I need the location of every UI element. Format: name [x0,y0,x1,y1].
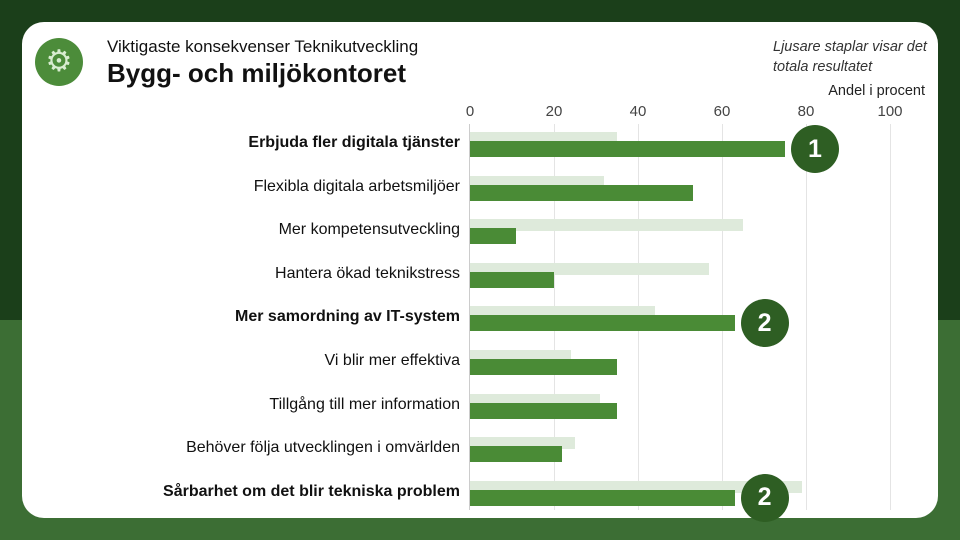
category-label: Tillgång till mer information [269,395,460,413]
x-axis-baseline [469,124,470,510]
x-tick-label: 20 [545,103,563,120]
legend-note: Ljusare staplar visar det totala resulta… [773,39,927,75]
category-label: Hantera ökad teknikstress [275,264,460,282]
gridline [890,124,891,510]
bar-department [470,141,785,157]
category-label: Vi blir mer effektiva [324,352,460,369]
x-tick-label: 60 [713,103,731,120]
bar-department [470,359,617,375]
rank-badge: 2 [740,299,789,348]
x-axis-label: Andel i procent [828,83,925,99]
gear-icon: ⚙ [35,38,83,86]
bar-department [470,315,735,332]
gridline [806,124,807,510]
x-tick-label: 100 [877,103,903,120]
rank-badge: 2 [740,473,789,522]
bar-department [470,228,517,245]
bar-department [470,402,617,419]
category-label: Behöver följa utvecklingen i omvärlden [186,439,460,457]
category-label: Sårbarhet om det blir tekniska problem [163,482,460,500]
bar-department [470,271,554,288]
category-label: Flexibla digitala arbetsmiljöer [253,177,460,195]
bar-department [470,489,735,506]
bar-department [470,446,563,463]
x-tick-label: 40 [629,103,647,120]
x-tick-label: 0 [465,103,475,120]
category-label: Mer samordning av IT-system [235,308,460,326]
chart-title: Bygg- och miljökontoret [107,58,406,88]
rank-badge: 1 [791,125,839,173]
x-tick-label: 80 [797,103,815,120]
category-label: Erbjuda fler digitala tjänster [248,134,460,151]
bar-department [470,184,693,201]
bar-total-result [470,219,743,232]
chart-subtitle: Viktigaste konsekvenser Teknikutveckling [107,37,419,56]
category-label: Mer kompetensutveckling [278,221,460,239]
